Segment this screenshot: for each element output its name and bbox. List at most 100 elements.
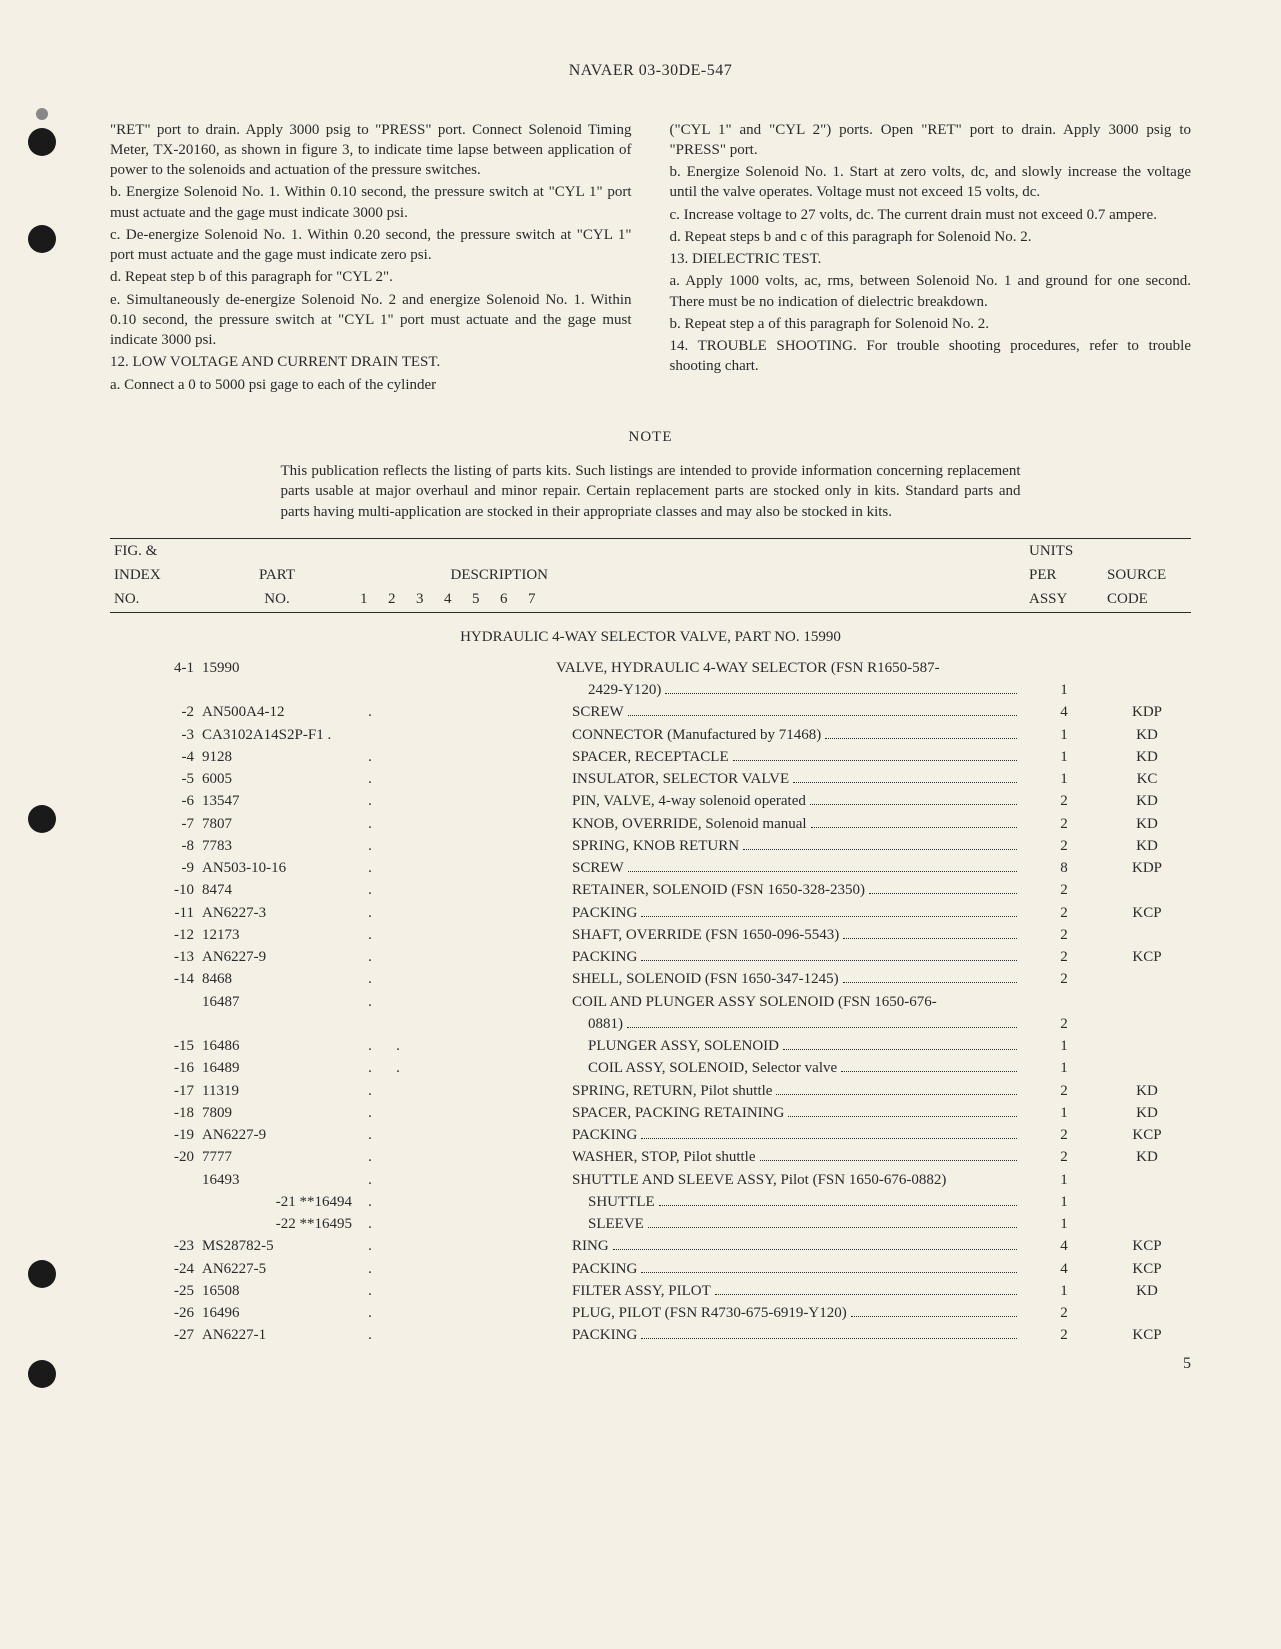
table-row: -56005.INSULATOR, SELECTOR VALVE1KC: [110, 768, 1191, 790]
th-ind: 4: [440, 587, 468, 612]
cell-fig: -9: [110, 857, 198, 879]
cell-indent: [468, 879, 496, 901]
cell-indent: [496, 1013, 524, 1035]
cell-units: 2: [1025, 1124, 1103, 1146]
cell-source: KDP: [1103, 857, 1191, 879]
cell-indent: [384, 657, 412, 679]
cell-source: KD: [1103, 1146, 1191, 1168]
cell-indent: [468, 1169, 496, 1191]
cell-source: [1103, 1169, 1191, 1191]
cell-units: 2: [1025, 813, 1103, 835]
cell-part: AN6227-1: [198, 1324, 356, 1346]
cell-units: 4: [1025, 1235, 1103, 1257]
th-ind: [524, 538, 552, 563]
cell-indent: [412, 1302, 440, 1324]
cell-indent: [440, 1213, 468, 1235]
section-title: HYDRAULIC 4-WAY SELECTOR VALVE, PART NO.…: [110, 612, 1191, 657]
cell-indent: [496, 1057, 524, 1079]
cell-units: 1: [1025, 768, 1103, 790]
cell-part: 15990: [198, 657, 356, 679]
table-row: -22 **16495.SLEEVE1: [110, 1213, 1191, 1235]
cell-indent: [496, 857, 524, 879]
cell-indent: .: [356, 1057, 384, 1079]
th-source: CODE: [1103, 587, 1191, 612]
cell-indent: .: [356, 835, 384, 857]
cell-indent: [524, 968, 552, 990]
cell-indent: [524, 768, 552, 790]
th-desc: [552, 587, 1025, 612]
cell-indent: [412, 1013, 440, 1035]
cell-indent: [468, 1280, 496, 1302]
cell-indent: [468, 1191, 496, 1213]
cell-indent: [468, 1213, 496, 1235]
cell-units: 1: [1025, 1057, 1103, 1079]
para: "RET" port to drain. Apply 3000 psig to …: [110, 120, 632, 181]
cell-fig: -21 **16494: [110, 1191, 356, 1213]
th-ind: [356, 538, 384, 563]
cell-part: 9128: [198, 746, 356, 768]
cell-indent: [412, 1146, 440, 1168]
th-desc: [552, 538, 1025, 563]
cell-indent: [440, 724, 468, 746]
cell-description: WASHER, STOP, Pilot shuttle: [552, 1146, 1025, 1168]
cell-indent: [384, 924, 412, 946]
cell-indent: .: [356, 1213, 384, 1235]
cell-indent: [496, 946, 524, 968]
cell-indent: [412, 1035, 440, 1057]
cell-indent: [384, 1235, 412, 1257]
cell-part: [198, 1013, 356, 1035]
cell-fig: -12: [110, 924, 198, 946]
th-part: [198, 538, 356, 563]
cell-indent: [524, 1035, 552, 1057]
cell-indent: [384, 857, 412, 879]
cell-part: 7777: [198, 1146, 356, 1168]
para: d. Repeat step b of this paragraph for "…: [110, 267, 632, 287]
cell-description: SPACER, PACKING RETAINING: [552, 1102, 1025, 1124]
cell-fig: -20: [110, 1146, 198, 1168]
cell-indent: [384, 902, 412, 924]
cell-indent: .: [356, 946, 384, 968]
table-row: -3CA3102A14S2P-F1 .CONNECTOR (Manufactur…: [110, 724, 1191, 746]
cell-indent: [412, 1057, 440, 1079]
cell-indent: [524, 1324, 552, 1346]
cell-source: KD: [1103, 1080, 1191, 1102]
th-ind: 5: [468, 587, 496, 612]
th-ind: [440, 538, 468, 563]
cell-indent: [384, 768, 412, 790]
cell-units: 2: [1025, 1146, 1103, 1168]
cell-indent: [496, 968, 524, 990]
cell-description: PACKING: [552, 1124, 1025, 1146]
cell-indent: [440, 1280, 468, 1302]
cell-indent: .: [356, 1191, 384, 1213]
cell-indent: [496, 1302, 524, 1324]
cell-fig: [110, 1013, 198, 1035]
cell-description: KNOB, OVERRIDE, Solenoid manual: [552, 813, 1025, 835]
cell-indent: [524, 1057, 552, 1079]
cell-indent: [440, 946, 468, 968]
table-row: -1616489..COIL ASSY, SOLENOID, Selector …: [110, 1057, 1191, 1079]
th-part: PART: [198, 563, 356, 587]
para: c. Increase voltage to 27 volts, dc. The…: [670, 205, 1192, 225]
cell-indent: [440, 1169, 468, 1191]
cell-indent: [496, 835, 524, 857]
cell-indent: [496, 1146, 524, 1168]
cell-source: KCP: [1103, 1124, 1191, 1146]
cell-indent: [496, 1124, 524, 1146]
punch-hole: [28, 1360, 56, 1388]
cell-indent: [440, 813, 468, 835]
cell-indent: [524, 924, 552, 946]
cell-indent: .: [356, 1258, 384, 1280]
cell-indent: [468, 1057, 496, 1079]
th-units: PER: [1025, 563, 1103, 587]
cell-units: 2: [1025, 946, 1103, 968]
cell-indent: [496, 1213, 524, 1235]
cell-units: [1025, 657, 1103, 679]
cell-units: 2: [1025, 968, 1103, 990]
cell-indent: [412, 1213, 440, 1235]
cell-indent: [468, 946, 496, 968]
table-row: -187809.SPACER, PACKING RETAINING1KD: [110, 1102, 1191, 1124]
cell-indent: [440, 657, 468, 679]
cell-fig: -17: [110, 1080, 198, 1102]
cell-description: SPACER, RECEPTACLE: [552, 746, 1025, 768]
cell-description: SHUTTLE: [552, 1191, 1025, 1213]
